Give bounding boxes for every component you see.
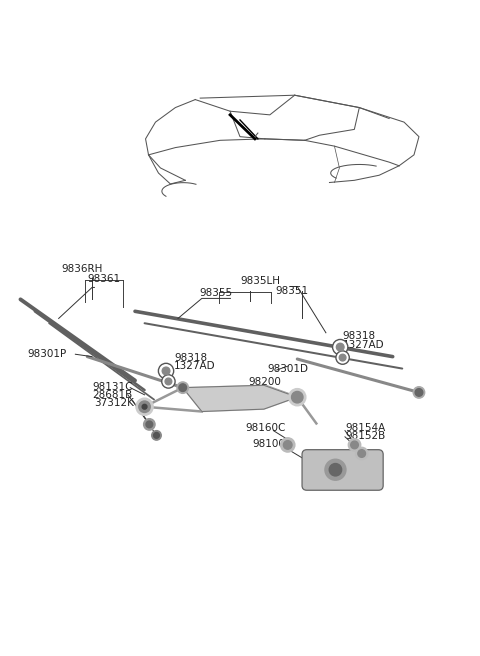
Text: 98301D: 98301D [268, 364, 309, 374]
Circle shape [283, 441, 292, 449]
Text: 98200: 98200 [248, 377, 281, 387]
Text: 98351: 98351 [276, 285, 309, 296]
Text: 98100: 98100 [252, 440, 285, 449]
Circle shape [165, 378, 172, 385]
Circle shape [139, 401, 150, 413]
Text: 98131C: 98131C [92, 382, 132, 392]
Circle shape [179, 384, 187, 392]
Circle shape [154, 432, 159, 438]
Text: 1327AD: 1327AD [174, 361, 216, 371]
Text: 98361: 98361 [87, 274, 120, 284]
Circle shape [358, 450, 365, 457]
Circle shape [333, 339, 348, 355]
Circle shape [136, 398, 153, 415]
Circle shape [348, 439, 361, 451]
Circle shape [336, 343, 344, 351]
Text: 98301P: 98301P [28, 348, 67, 359]
Text: 98152B: 98152B [345, 431, 385, 441]
Text: 9835LH: 9835LH [240, 276, 280, 285]
Polygon shape [183, 385, 297, 411]
Circle shape [158, 363, 174, 379]
Circle shape [415, 388, 423, 396]
Circle shape [144, 419, 155, 430]
Text: 28681B: 28681B [92, 390, 132, 400]
Circle shape [162, 367, 170, 375]
Circle shape [162, 375, 175, 388]
Text: 98160C: 98160C [246, 422, 286, 432]
Circle shape [325, 459, 346, 480]
Text: 1327AD: 1327AD [343, 340, 384, 350]
Circle shape [177, 382, 189, 394]
Text: 98355: 98355 [199, 287, 233, 298]
Text: 98154A: 98154A [345, 422, 385, 432]
Circle shape [142, 404, 147, 409]
Circle shape [356, 447, 368, 460]
Circle shape [339, 354, 346, 361]
Text: 37312K: 37312K [95, 398, 134, 408]
Circle shape [288, 388, 306, 406]
Circle shape [351, 441, 359, 449]
Text: 98318: 98318 [174, 353, 207, 363]
Circle shape [152, 430, 161, 440]
Circle shape [291, 392, 303, 403]
Circle shape [336, 351, 349, 364]
Circle shape [329, 464, 342, 476]
FancyBboxPatch shape [302, 450, 383, 490]
Circle shape [281, 438, 295, 452]
Circle shape [146, 421, 153, 428]
Circle shape [413, 386, 425, 398]
Text: 9836RH: 9836RH [61, 264, 102, 274]
Text: 98318: 98318 [343, 331, 376, 342]
